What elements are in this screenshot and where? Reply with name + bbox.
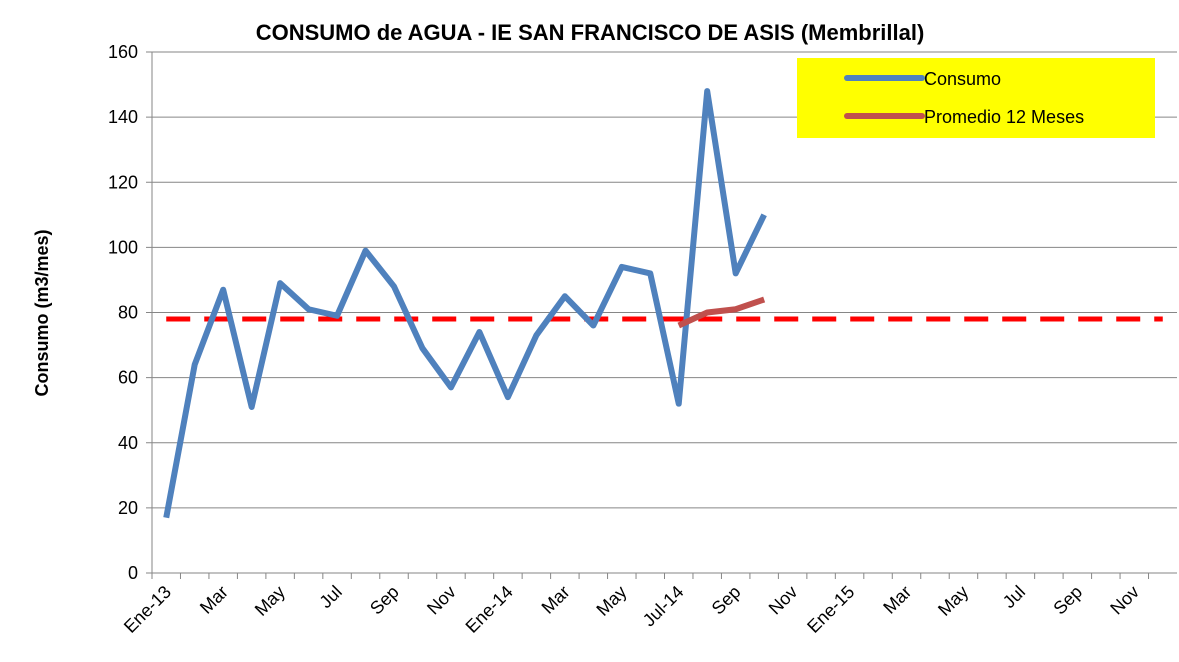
x-tick-label: Mar (879, 582, 915, 618)
x-tick-label: Mar (196, 582, 232, 618)
series-line (677, 296, 766, 329)
x-tick-label: Nov (765, 582, 802, 619)
y-tick-label: 40 (118, 433, 138, 453)
y-tick-label: 100 (108, 237, 138, 257)
y-tick-label: 160 (108, 42, 138, 62)
x-tick-label: Nov (423, 582, 460, 619)
x-tick-label: Sep (366, 582, 403, 619)
x-tick-label: Ene-13 (120, 582, 175, 637)
y-axis-label: Consumo (m3/mes) (32, 229, 52, 396)
x-tick-label: May (251, 582, 289, 620)
x-tick-label: May (592, 582, 630, 620)
x-tick-label: Jul (999, 582, 1029, 612)
series-line (163, 88, 767, 519)
y-tick-label: 20 (118, 498, 138, 518)
chart-title: CONSUMO de AGUA - IE SAN FRANCISCO DE AS… (256, 20, 925, 45)
legend-label: Promedio 12 Meses (924, 107, 1084, 127)
x-tick-label: Mar (538, 582, 574, 618)
x-tick-label: May (934, 582, 972, 620)
y-tick-label: 120 (108, 172, 138, 192)
x-tick-label: Jul-14 (639, 582, 688, 631)
x-tick-label: Nov (1106, 582, 1143, 619)
y-tick-label: 0 (128, 563, 138, 583)
legend-box (797, 58, 1155, 138)
legend-label: Consumo (924, 69, 1001, 89)
y-tick-label: 80 (118, 303, 138, 323)
x-tick-label: Jul (315, 582, 345, 612)
y-tick-label: 140 (108, 107, 138, 127)
x-tick-label: Sep (1049, 582, 1086, 619)
x-tick-label: Ene-14 (462, 582, 517, 637)
x-tick-label: Ene-15 (803, 582, 858, 637)
y-tick-label: 60 (118, 368, 138, 388)
x-tick-label: Sep (708, 582, 745, 619)
